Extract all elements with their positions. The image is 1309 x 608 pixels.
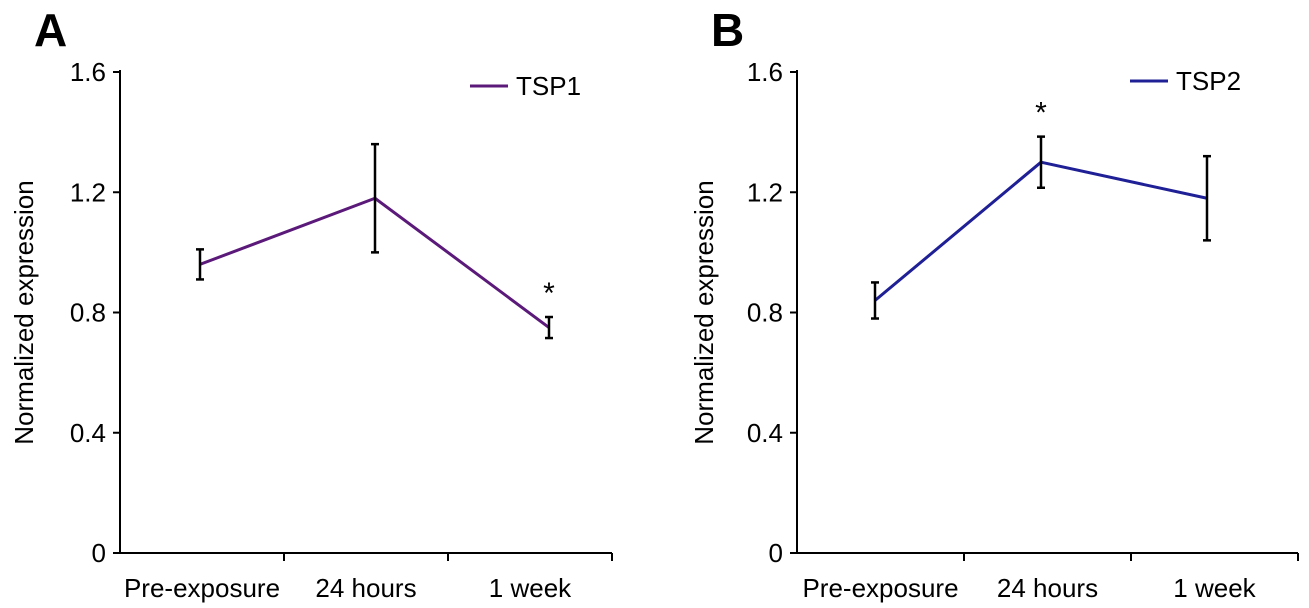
- x-tick-label: Pre-exposure: [124, 573, 280, 603]
- legend-label: TSP2: [1176, 66, 1241, 96]
- error-bar: [1203, 154, 1211, 242]
- y-axis-label: Normalized expression: [9, 180, 39, 444]
- x-tick-label: Pre-exposure: [802, 573, 958, 603]
- significance-marker: *: [1035, 97, 1047, 130]
- error-bar: [371, 142, 379, 254]
- y-tick-label: 0: [769, 538, 783, 568]
- panel-letter: B: [711, 4, 744, 56]
- panel-a: A 0 0.4 0.8 1.2 1.6 Pre-exposure 24 hours 1 week…: [9, 4, 613, 603]
- panel-b: B 0 0.4 0.8 1.2 1.6 Pre-exposure 24 hours 1 week…: [689, 4, 1299, 603]
- y-tick-label: 1.2: [70, 177, 106, 207]
- x-tick-label: 24 hours: [315, 573, 416, 603]
- y-tick-label: 1.6: [70, 57, 106, 87]
- y-tick-label: 0: [92, 538, 106, 568]
- error-bar: [1037, 135, 1045, 189]
- x-tick-label: 1 week: [1173, 573, 1256, 603]
- error-bar: [196, 248, 204, 281]
- y-tick-label: 0.8: [747, 298, 783, 328]
- error-bar: [871, 281, 879, 320]
- x-tick-label: 24 hours: [997, 573, 1098, 603]
- x-tick-label: 1 week: [489, 573, 572, 603]
- y-tick-label: 0.4: [747, 418, 783, 448]
- significance-marker: *: [543, 277, 555, 310]
- legend-label: TSP1: [516, 71, 581, 101]
- error-bar: [545, 315, 553, 340]
- y-tick-label: 1.6: [747, 57, 783, 87]
- y-tick-label: 1.2: [747, 177, 783, 207]
- panel-letter: A: [34, 4, 67, 56]
- y-tick-label: 0.8: [70, 298, 106, 328]
- y-tick-label: 0.4: [70, 418, 106, 448]
- y-axis-label: Normalized expression: [689, 180, 719, 444]
